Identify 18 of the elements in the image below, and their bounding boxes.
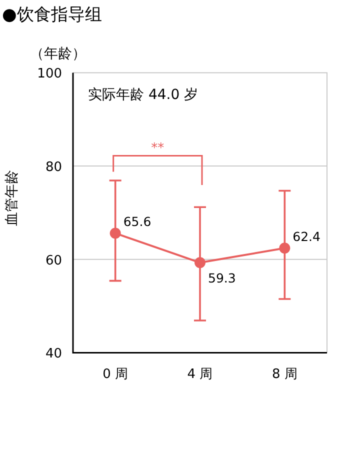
x-tick-label: 4 周 bbox=[187, 367, 213, 382]
x-tick-label: 0 周 bbox=[102, 367, 128, 382]
point bbox=[279, 242, 290, 254]
annotation: 实际年龄 44.0 岁 bbox=[88, 87, 198, 103]
point bbox=[194, 257, 206, 268]
y-axis-title: 血管年龄 bbox=[4, 170, 20, 226]
data-label: 62.4 bbox=[292, 229, 321, 244]
annotation: ** bbox=[151, 141, 165, 156]
data-label: 65.6 bbox=[123, 214, 152, 230]
y-tick-label: 40 bbox=[45, 346, 62, 362]
y-tick-label: 60 bbox=[45, 253, 62, 268]
point bbox=[110, 228, 121, 239]
data-label: 59.3 bbox=[208, 270, 236, 286]
y-tick-label: 100 bbox=[37, 66, 62, 82]
chart-title: ●饮食指导组 bbox=[2, 5, 102, 25]
y-tick-label: 80 bbox=[45, 160, 62, 176]
text: （年龄） bbox=[30, 46, 86, 62]
x-tick-label: 8 周 bbox=[272, 367, 298, 382]
